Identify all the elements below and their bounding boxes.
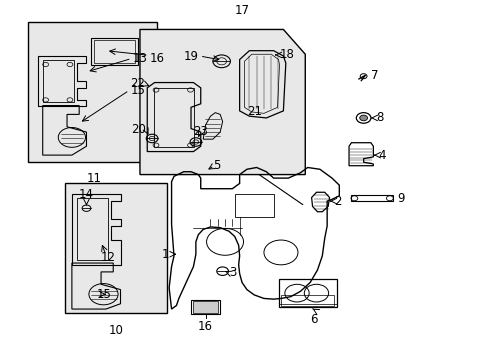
Text: 15: 15 [130, 84, 145, 97]
Text: 15: 15 [96, 288, 111, 301]
Bar [351, 195, 392, 201]
Bar [91, 38, 137, 65]
Text: 2: 2 [334, 195, 341, 208]
Bar [28, 22, 157, 162]
Text: 1: 1 [162, 248, 169, 261]
Circle shape [359, 115, 367, 121]
Text: 10: 10 [108, 324, 123, 337]
Text: 19: 19 [183, 50, 198, 63]
Bar [191, 300, 220, 314]
Text: 16: 16 [149, 52, 164, 65]
Text: 21: 21 [246, 105, 262, 118]
Text: 9: 9 [397, 192, 405, 205]
Bar [77, 198, 108, 260]
Text: 20: 20 [131, 123, 146, 136]
Polygon shape [140, 30, 305, 175]
Bar [281, 295, 334, 306]
Text: 8: 8 [375, 112, 383, 125]
Bar [42, 59, 74, 102]
Text: 18: 18 [279, 49, 294, 62]
Text: 4: 4 [377, 149, 385, 162]
Text: 17: 17 [234, 4, 249, 17]
Text: 3: 3 [228, 266, 236, 279]
Text: 22: 22 [129, 77, 144, 90]
Bar [193, 301, 218, 313]
Text: 6: 6 [309, 312, 317, 325]
Text: 14: 14 [79, 188, 94, 201]
Bar [234, 194, 273, 217]
Text: 5: 5 [212, 159, 220, 172]
Text: 7: 7 [370, 69, 378, 82]
Text: 12: 12 [101, 251, 116, 264]
Text: 11: 11 [86, 172, 101, 185]
Bar [153, 87, 194, 147]
Bar [278, 279, 336, 307]
Text: 23: 23 [193, 125, 208, 138]
Bar [64, 183, 166, 312]
Bar [94, 40, 135, 63]
Text: 16: 16 [198, 320, 213, 333]
Text: 13: 13 [132, 52, 147, 65]
